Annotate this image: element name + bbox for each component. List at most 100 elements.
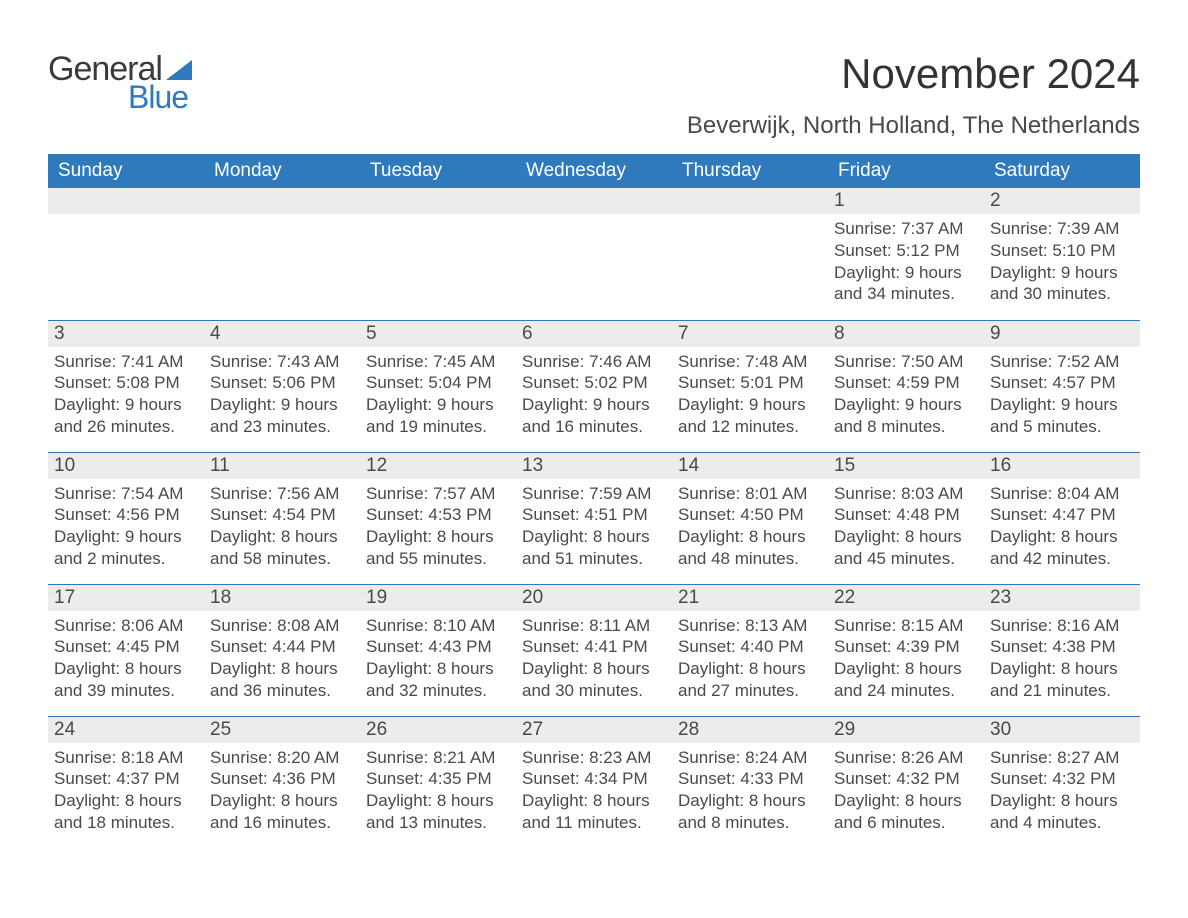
daylight-line-2: and 30 minutes. — [522, 680, 666, 702]
sunrise-line: Sunrise: 7:39 AM — [990, 218, 1134, 240]
day-number: 19 — [360, 585, 516, 611]
day-details: Sunrise: 8:04 AMSunset: 4:47 PMDaylight:… — [984, 479, 1140, 574]
day-number: 28 — [672, 717, 828, 743]
day-number: 12 — [360, 453, 516, 479]
sunrise-line: Sunrise: 8:20 AM — [210, 747, 354, 769]
day-details: Sunrise: 8:01 AMSunset: 4:50 PMDaylight:… — [672, 479, 828, 574]
daylight-line-2: and 27 minutes. — [678, 680, 822, 702]
day-number: 30 — [984, 717, 1140, 743]
day-number: 17 — [48, 585, 204, 611]
day-details: Sunrise: 8:11 AMSunset: 4:41 PMDaylight:… — [516, 611, 672, 706]
day-number-empty — [48, 188, 204, 214]
day-cell: 2Sunrise: 7:39 AMSunset: 5:10 PMDaylight… — [984, 188, 1140, 320]
day-number: 3 — [48, 321, 204, 347]
empty-cell — [204, 188, 360, 320]
day-number: 27 — [516, 717, 672, 743]
sunset-line: Sunset: 4:45 PM — [54, 636, 198, 658]
daylight-line-2: and 34 minutes. — [834, 283, 978, 305]
daylight-line-2: and 8 minutes. — [834, 416, 978, 438]
sunrise-line: Sunrise: 7:57 AM — [366, 483, 510, 505]
sunrise-line: Sunrise: 8:26 AM — [834, 747, 978, 769]
day-number: 9 — [984, 321, 1140, 347]
day-cell: 9Sunrise: 7:52 AMSunset: 4:57 PMDaylight… — [984, 320, 1140, 452]
day-cell: 24Sunrise: 8:18 AMSunset: 4:37 PMDayligh… — [48, 716, 204, 848]
day-details: Sunrise: 8:10 AMSunset: 4:43 PMDaylight:… — [360, 611, 516, 706]
brand-logo: General Blue — [48, 50, 192, 116]
daylight-line-2: and 12 minutes. — [678, 416, 822, 438]
day-cell: 19Sunrise: 8:10 AMSunset: 4:43 PMDayligh… — [360, 584, 516, 716]
day-cell: 30Sunrise: 8:27 AMSunset: 4:32 PMDayligh… — [984, 716, 1140, 848]
daylight-line-1: Daylight: 9 hours — [210, 394, 354, 416]
calendar-row: 24Sunrise: 8:18 AMSunset: 4:37 PMDayligh… — [48, 716, 1140, 848]
calendar-body: 1Sunrise: 7:37 AMSunset: 5:12 PMDaylight… — [48, 188, 1140, 848]
sunset-line: Sunset: 4:41 PM — [522, 636, 666, 658]
sunrise-line: Sunrise: 7:56 AM — [210, 483, 354, 505]
sunset-line: Sunset: 4:34 PM — [522, 768, 666, 790]
sunrise-line: Sunrise: 8:24 AM — [678, 747, 822, 769]
sunrise-line: Sunrise: 7:50 AM — [834, 351, 978, 373]
day-details: Sunrise: 7:59 AMSunset: 4:51 PMDaylight:… — [516, 479, 672, 574]
sunrise-line: Sunrise: 8:08 AM — [210, 615, 354, 637]
day-cell: 23Sunrise: 8:16 AMSunset: 4:38 PMDayligh… — [984, 584, 1140, 716]
day-cell: 16Sunrise: 8:04 AMSunset: 4:47 PMDayligh… — [984, 452, 1140, 584]
day-cell: 10Sunrise: 7:54 AMSunset: 4:56 PMDayligh… — [48, 452, 204, 584]
day-cell: 13Sunrise: 7:59 AMSunset: 4:51 PMDayligh… — [516, 452, 672, 584]
daylight-line-1: Daylight: 8 hours — [210, 790, 354, 812]
daylight-line-2: and 2 minutes. — [54, 548, 198, 570]
day-number: 25 — [204, 717, 360, 743]
sunrise-line: Sunrise: 7:59 AM — [522, 483, 666, 505]
daylight-line-1: Daylight: 8 hours — [834, 790, 978, 812]
day-number: 4 — [204, 321, 360, 347]
day-cell: 14Sunrise: 8:01 AMSunset: 4:50 PMDayligh… — [672, 452, 828, 584]
weekday-header: Friday — [828, 154, 984, 188]
day-details: Sunrise: 7:46 AMSunset: 5:02 PMDaylight:… — [516, 347, 672, 442]
sunset-line: Sunset: 5:10 PM — [990, 240, 1134, 262]
sunset-line: Sunset: 5:02 PM — [522, 372, 666, 394]
sunset-line: Sunset: 5:06 PM — [210, 372, 354, 394]
day-details: Sunrise: 8:06 AMSunset: 4:45 PMDaylight:… — [48, 611, 204, 706]
calendar-row: 10Sunrise: 7:54 AMSunset: 4:56 PMDayligh… — [48, 452, 1140, 584]
daylight-line-2: and 6 minutes. — [834, 812, 978, 834]
day-details: Sunrise: 8:26 AMSunset: 4:32 PMDaylight:… — [828, 743, 984, 838]
sunrise-line: Sunrise: 8:04 AM — [990, 483, 1134, 505]
day-details: Sunrise: 8:23 AMSunset: 4:34 PMDaylight:… — [516, 743, 672, 838]
day-cell: 7Sunrise: 7:48 AMSunset: 5:01 PMDaylight… — [672, 320, 828, 452]
sunrise-line: Sunrise: 8:15 AM — [834, 615, 978, 637]
weekday-header: Tuesday — [360, 154, 516, 188]
day-cell: 29Sunrise: 8:26 AMSunset: 4:32 PMDayligh… — [828, 716, 984, 848]
sunrise-line: Sunrise: 8:10 AM — [366, 615, 510, 637]
day-number: 1 — [828, 188, 984, 214]
sunset-line: Sunset: 4:59 PM — [834, 372, 978, 394]
daylight-line-2: and 55 minutes. — [366, 548, 510, 570]
daylight-line-2: and 32 minutes. — [366, 680, 510, 702]
empty-cell — [48, 188, 204, 320]
day-cell: 28Sunrise: 8:24 AMSunset: 4:33 PMDayligh… — [672, 716, 828, 848]
daylight-line-2: and 16 minutes. — [522, 416, 666, 438]
sunset-line: Sunset: 4:36 PM — [210, 768, 354, 790]
daylight-line-1: Daylight: 8 hours — [522, 658, 666, 680]
calendar-row: 1Sunrise: 7:37 AMSunset: 5:12 PMDaylight… — [48, 188, 1140, 320]
day-cell: 8Sunrise: 7:50 AMSunset: 4:59 PMDaylight… — [828, 320, 984, 452]
daylight-line-2: and 8 minutes. — [678, 812, 822, 834]
day-cell: 6Sunrise: 7:46 AMSunset: 5:02 PMDaylight… — [516, 320, 672, 452]
sunrise-line: Sunrise: 8:03 AM — [834, 483, 978, 505]
day-number: 7 — [672, 321, 828, 347]
weekday-header: Saturday — [984, 154, 1140, 188]
day-details: Sunrise: 8:16 AMSunset: 4:38 PMDaylight:… — [984, 611, 1140, 706]
sunset-line: Sunset: 4:33 PM — [678, 768, 822, 790]
day-number: 15 — [828, 453, 984, 479]
daylight-line-2: and 24 minutes. — [834, 680, 978, 702]
weekday-header: Monday — [204, 154, 360, 188]
weekday-header: Wednesday — [516, 154, 672, 188]
daylight-line-2: and 36 minutes. — [210, 680, 354, 702]
sunrise-line: Sunrise: 7:46 AM — [522, 351, 666, 373]
day-number: 2 — [984, 188, 1140, 214]
day-details: Sunrise: 7:43 AMSunset: 5:06 PMDaylight:… — [204, 347, 360, 442]
empty-cell — [516, 188, 672, 320]
day-number: 23 — [984, 585, 1140, 611]
daylight-line-1: Daylight: 8 hours — [834, 526, 978, 548]
sunset-line: Sunset: 4:32 PM — [834, 768, 978, 790]
day-number: 20 — [516, 585, 672, 611]
daylight-line-1: Daylight: 8 hours — [54, 658, 198, 680]
day-details: Sunrise: 8:24 AMSunset: 4:33 PMDaylight:… — [672, 743, 828, 838]
